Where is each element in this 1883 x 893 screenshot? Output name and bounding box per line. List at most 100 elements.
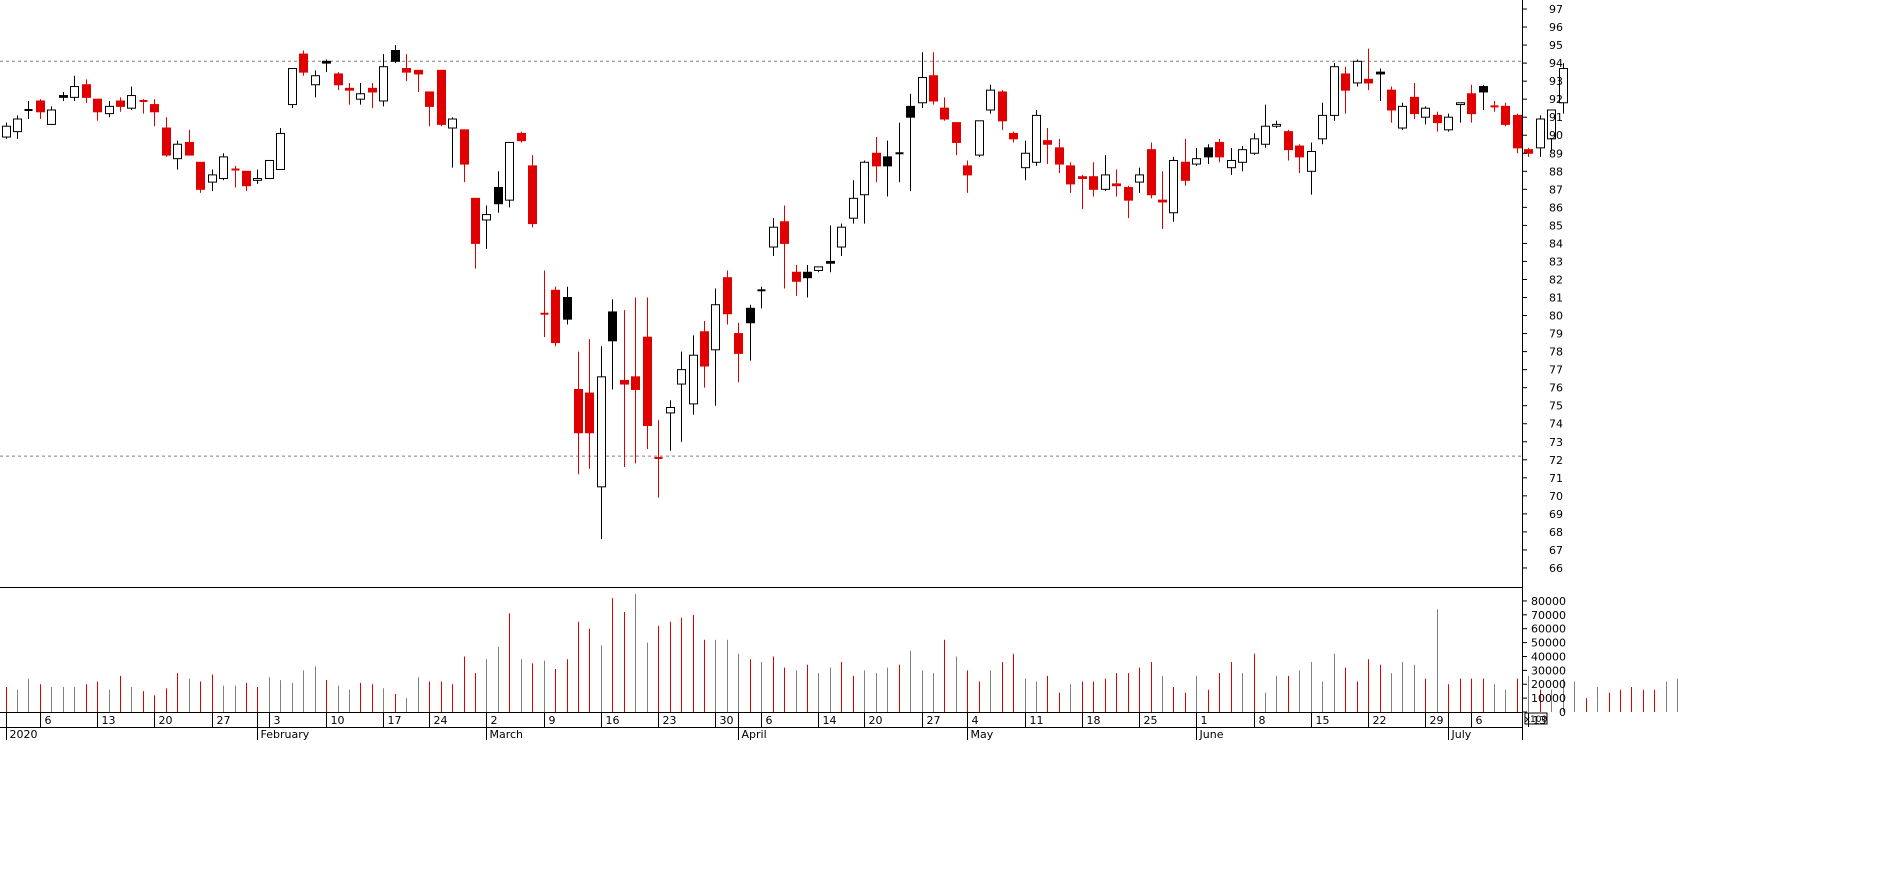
candle-body [1547,109,1556,140]
candle-body [1192,158,1201,165]
date-tick-label: 30 [720,714,734,727]
candle-body [1444,116,1453,131]
candle [150,99,159,127]
candle-body [608,311,617,342]
candle [334,72,343,91]
candle [734,322,743,383]
candle [1215,138,1224,163]
candle-body [689,354,698,405]
price-tick-label: 71 [1549,472,1563,485]
candle-body [173,143,182,160]
price-tick-label: 83 [1549,255,1563,268]
candle-body [814,266,823,271]
candle [1444,113,1453,132]
candle-body [631,376,640,390]
candle [494,171,503,213]
candle [368,82,377,109]
candle-body [849,197,858,219]
date-tick-label: 6 [1476,714,1483,727]
volume-tick-label: 30000 [1531,664,1566,677]
candle [1376,68,1385,101]
date-tick-label: 13 [102,714,116,727]
candle [505,141,514,208]
candle-body [952,122,961,143]
candle-body [666,406,675,414]
candle-body [1112,183,1121,187]
candle [82,79,91,103]
candle-body [872,152,881,167]
price-tick-label: 87 [1549,183,1563,196]
candle [1421,106,1430,125]
candle [105,100,114,118]
date-tick-label: 15 [1316,714,1330,727]
candle [356,82,365,105]
candle [437,69,446,127]
price-tick-label: 94 [1549,57,1563,70]
candle-body [82,84,91,98]
candle [208,169,217,192]
candle [391,45,400,64]
date-tick-label: 16 [606,714,620,727]
price-tick-label: 84 [1549,237,1563,250]
candle [1032,109,1041,166]
candle [1387,86,1396,123]
candle [1158,171,1167,229]
volume-bars [6,594,1678,712]
candle-body [700,331,709,367]
candle-body [276,132,285,170]
price-tick-label: 70 [1549,490,1563,503]
grid-layer [0,60,1522,457]
candle [402,54,411,82]
candle [574,351,583,475]
candle [24,100,33,120]
volume-tick-label: 20000 [1531,678,1566,691]
candle [1250,133,1259,156]
volume-tick-label: 40000 [1531,650,1566,663]
price-tick-label: 92 [1549,93,1563,106]
candle [196,161,205,193]
candle [757,286,766,309]
candle [620,310,629,467]
candle [1192,147,1201,166]
price-tick-label: 96 [1549,21,1563,34]
candle [276,128,285,170]
price-tick-label: 76 [1549,382,1563,395]
candle-body [975,120,984,156]
month-label: May [971,728,994,741]
candle-body [1135,174,1144,183]
candle-body [402,68,411,73]
price-tick-label: 77 [1549,364,1563,377]
date-tick-label: 9 [549,714,556,727]
date-tick-label: 24 [434,714,448,727]
candle [1353,59,1362,87]
candle [986,84,995,114]
candle [700,320,709,388]
candle [998,90,1007,130]
candle [127,86,136,110]
candle [1524,147,1533,157]
candle-body [1364,78,1373,84]
price-candles [2,45,1568,540]
candle [1135,167,1144,193]
candle-body [127,95,136,109]
candle [231,165,240,188]
candle-body [780,221,789,244]
candle [482,205,491,249]
date-tick-label: 2 [491,714,498,727]
candle [1410,82,1419,120]
candle-body [1032,114,1041,163]
candle [1181,138,1190,186]
candle [517,131,526,143]
candle [551,286,560,347]
candle-body [1307,150,1316,172]
candle [906,93,915,192]
candle-body [494,187,503,205]
price-tick-label: 67 [1549,544,1563,557]
volume-tick-label: 70000 [1531,609,1566,622]
candle-body [620,379,629,385]
candle [1433,111,1442,132]
date-tick-label: 8 [1259,714,1266,727]
candle-body [1513,114,1522,149]
candle [1043,128,1052,165]
candle-body [1353,60,1362,84]
